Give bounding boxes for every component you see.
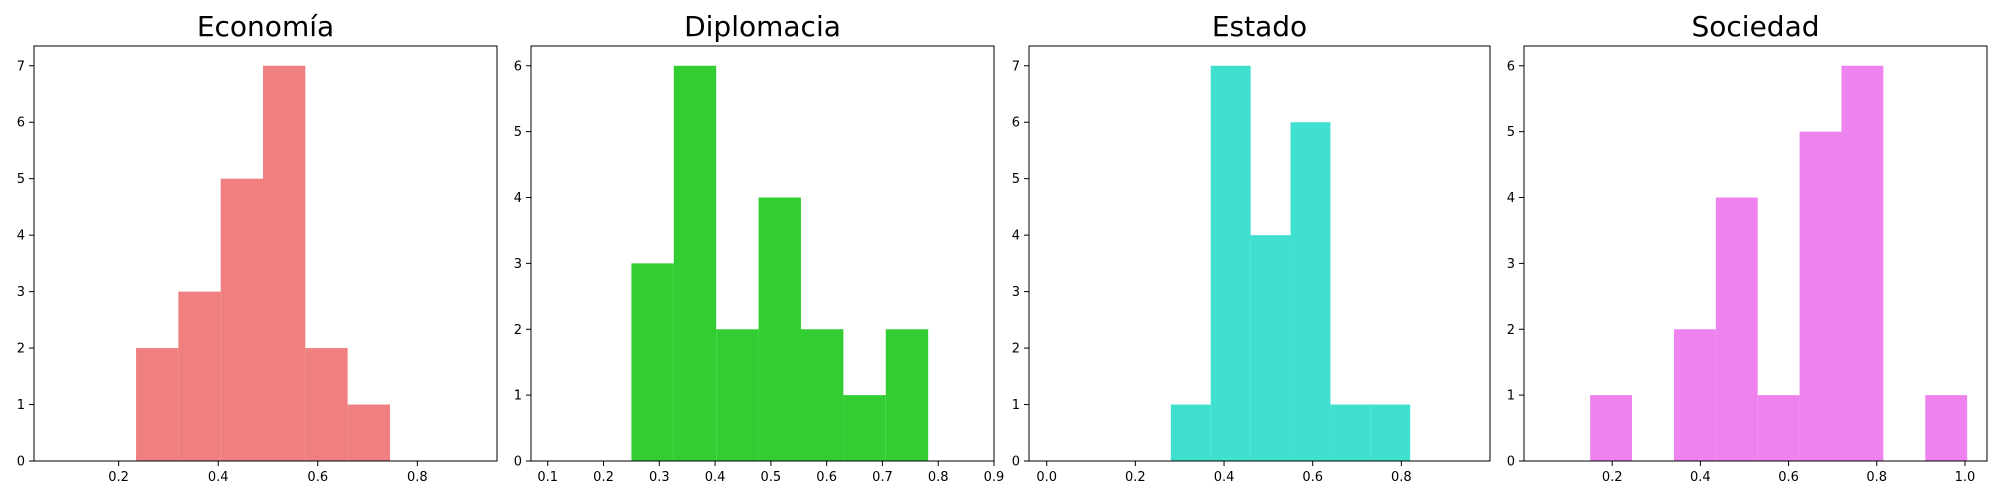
y-tick-label: 3 — [17, 285, 25, 300]
y-tick-label: 6 — [1012, 116, 1020, 131]
x-tick-label: 0.5 — [761, 470, 782, 485]
y-tick-label: 6 — [17, 116, 25, 131]
histogram-bar — [1841, 65, 1884, 461]
histogram-panel-1: Economía 0.2 0.4 0.6 0.8 0 1 2 3 4 5 6 7 — [17, 10, 498, 485]
y-tick-label: 2 — [1507, 323, 1515, 338]
x-tick-label: 0.4 — [208, 470, 229, 485]
histogram-bar — [1290, 122, 1331, 461]
histogram-bar — [631, 263, 674, 461]
x-tick-label: 0.2 — [593, 470, 614, 485]
panel-title: Diplomacia — [684, 10, 841, 43]
y-tick-label: 2 — [514, 323, 522, 338]
histogram-bar — [800, 329, 844, 461]
histogram-bar — [1210, 65, 1251, 461]
y-tick-label: 0 — [1012, 455, 1020, 470]
histogram-bar — [885, 329, 929, 461]
histogram-bar — [1370, 404, 1411, 461]
y-tick-label: 4 — [514, 191, 522, 206]
histogram-panel-2: Diplomacia 0.1 0.2 0.3 0.4 0.5 0.6 0.7 0.8 0.9 0 1 2… — [514, 10, 1005, 485]
axes-frame — [530, 45, 995, 462]
y-tick-label: 1 — [17, 398, 25, 413]
x-tick-label: 0.8 — [1391, 470, 1412, 485]
x-tick-label: 0.1 — [537, 470, 558, 485]
histogram-bar — [220, 178, 264, 461]
y-tick-label: 1 — [1507, 389, 1515, 404]
y-tick-label: 0 — [17, 455, 25, 470]
histogram-bar — [1757, 395, 1800, 461]
histogram-bar — [758, 197, 801, 461]
panel-title: Sociedad — [1691, 10, 1819, 43]
histogram-bar — [843, 395, 886, 461]
histogram-panel-3: Estado 0.0 0.2 0.4 0.6 0.8 0 1 2 3 4 5 6 7 — [1012, 10, 1491, 485]
y-tick-label: 5 — [1507, 125, 1515, 140]
x-tick-label: 0.9 — [984, 470, 1005, 485]
x-tick-label: 0.4 — [705, 470, 726, 485]
x-tick-label: 0.6 — [816, 470, 837, 485]
y-tick-label: 3 — [1507, 257, 1515, 272]
panel-title: Estado — [1212, 10, 1307, 43]
axes-frame — [1028, 45, 1491, 462]
y-tick-label: 3 — [1012, 285, 1020, 300]
histogram-bar — [1925, 395, 1968, 461]
y-tick-label: 0 — [514, 455, 522, 470]
x-tick-label: 0.2 — [108, 470, 129, 485]
histogram-bar — [1170, 404, 1211, 461]
histogram-bar — [1799, 131, 1842, 461]
histogram-bar — [178, 291, 221, 461]
y-tick-label: 7 — [1012, 59, 1020, 74]
x-tick-label: 0.6 — [1302, 470, 1323, 485]
histogram-bar — [1673, 329, 1716, 461]
x-tick-label: 0.8 — [407, 470, 428, 485]
y-tick-label: 4 — [17, 229, 25, 244]
y-tick-label: 4 — [1012, 229, 1020, 244]
histogram-bar — [347, 404, 390, 461]
histogram-bar — [673, 65, 717, 461]
y-tick-label: 6 — [1507, 59, 1515, 74]
y-tick-label: 2 — [17, 342, 25, 357]
x-tick-label: 0.0 — [1036, 470, 1057, 485]
x-tick-label: 0.6 — [1778, 470, 1799, 485]
y-tick-label: 2 — [1012, 342, 1020, 357]
histogram-bar — [716, 329, 759, 461]
x-tick-label: 0.7 — [872, 470, 893, 485]
axes-frame — [33, 45, 498, 462]
histogram-panel-4: Sociedad 0.2 0.4 0.6 0.8 1.0 0 1 2 3 4 5 6 — [1507, 10, 1988, 485]
histogram-bar — [1715, 197, 1758, 461]
y-tick-label: 0 — [1507, 455, 1515, 470]
y-tick-label: 1 — [514, 389, 522, 404]
histogram-bar — [1590, 395, 1633, 461]
panel-title: Economía — [197, 10, 334, 43]
x-tick-label: 0.8 — [1866, 470, 1887, 485]
x-tick-label: 0.2 — [1602, 470, 1623, 485]
x-tick-label: 0.2 — [1125, 470, 1146, 485]
histogram-bar — [1250, 235, 1291, 461]
histogram-bar — [263, 65, 306, 461]
y-tick-label: 5 — [514, 125, 522, 140]
y-tick-label: 4 — [1507, 191, 1515, 206]
y-tick-label: 1 — [1012, 398, 1020, 413]
histogram-bar — [305, 348, 348, 461]
axes-frame — [1523, 45, 1988, 462]
x-tick-label: 0.6 — [307, 470, 328, 485]
histogram-bar — [136, 348, 179, 461]
x-tick-label: 0.3 — [649, 470, 670, 485]
y-tick-label: 6 — [514, 59, 522, 74]
x-tick-label: 1.0 — [1955, 470, 1976, 485]
y-tick-label: 7 — [17, 59, 25, 74]
x-tick-label: 0.4 — [1214, 470, 1235, 485]
x-tick-label: 0.8 — [928, 470, 949, 485]
y-tick-label: 5 — [17, 172, 25, 187]
x-tick-label: 0.4 — [1690, 470, 1711, 485]
y-tick-label: 3 — [514, 257, 522, 272]
histogram-bar — [1330, 404, 1371, 461]
y-tick-label: 5 — [1012, 172, 1020, 187]
